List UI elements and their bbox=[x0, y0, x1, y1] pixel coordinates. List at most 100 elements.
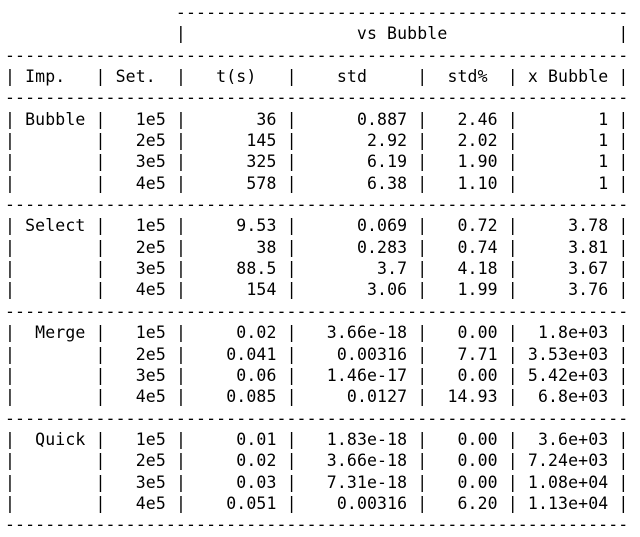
pipe-separator: | bbox=[286, 152, 297, 172]
cell-set: 2e5 bbox=[105, 131, 176, 151]
pipe-separator: | bbox=[618, 429, 629, 449]
pipe-separator: | bbox=[417, 109, 428, 129]
cell-xbubble: 1.8e+03 bbox=[517, 323, 619, 343]
cell-t: 0.041 bbox=[186, 344, 287, 364]
pipe-separator: | bbox=[417, 131, 428, 151]
pipe-separator: | bbox=[95, 131, 106, 151]
pipe-separator: | bbox=[5, 472, 16, 492]
cell-xbubble: 1.13e+04 bbox=[517, 493, 619, 513]
pipe-separator: | bbox=[618, 280, 629, 300]
cell-stdpct: 6.20 bbox=[427, 493, 508, 513]
cell-set: 3e5 bbox=[105, 152, 176, 172]
cell-imp bbox=[15, 152, 95, 171]
cell-std: 1.83e-18 bbox=[296, 429, 418, 449]
pipe-separator: | bbox=[507, 237, 518, 257]
pipe-separator: | bbox=[175, 472, 187, 492]
cell-imp bbox=[15, 366, 95, 385]
pipe-separator: | bbox=[286, 387, 297, 407]
table-row: | | 4e5 | 154 | 3.06 | 1.99 | 3.76 | bbox=[5, 279, 640, 300]
pipe-separator: | bbox=[417, 216, 428, 236]
pipe-separator: | bbox=[618, 24, 629, 44]
cell-stdpct: 0.72 bbox=[427, 216, 508, 236]
divider-row: ----------------------------------------… bbox=[5, 514, 640, 535]
pipe-separator: | bbox=[417, 280, 428, 300]
cell-xbubble: 1 bbox=[517, 131, 619, 151]
cell-stdpct: 1.99 bbox=[427, 280, 508, 300]
table-row: | Bubble | 1e5 | 36 | 0.887 | 2.46 | 1 | bbox=[5, 109, 640, 130]
cell-xbubble: 6.8e+03 bbox=[517, 387, 619, 407]
pipe-separator: | bbox=[175, 67, 187, 87]
pipe-separator: | bbox=[507, 344, 518, 364]
cell-xbubble: 1 bbox=[517, 152, 619, 172]
pipe-separator: | bbox=[507, 429, 518, 449]
pipe-separator: | bbox=[507, 451, 518, 471]
cell-set: 4e5 bbox=[105, 280, 176, 300]
cell-imp: Select bbox=[15, 216, 96, 236]
cell-std: 3.7 bbox=[296, 259, 418, 279]
cell-xbubble: 1 bbox=[517, 109, 619, 129]
span-header-row: | vs Bubble | bbox=[5, 23, 640, 44]
cell-std: 0.887 bbox=[296, 109, 418, 129]
pipe-separator: | bbox=[417, 387, 428, 407]
table-row: | | 4e5 | 0.051 | 0.00316 | 6.20 | 1.13e… bbox=[5, 493, 640, 514]
pipe-separator: | bbox=[507, 259, 518, 279]
pipe-separator: | bbox=[95, 451, 106, 471]
pipe-separator: | bbox=[95, 365, 106, 385]
pipe-separator: | bbox=[417, 472, 428, 492]
cell-t: 36 bbox=[186, 109, 287, 129]
pipe-separator: | bbox=[5, 131, 16, 151]
pipe-separator: | bbox=[507, 280, 518, 300]
pipe-separator: | bbox=[175, 493, 187, 513]
cell-set: 2e5 bbox=[105, 451, 176, 471]
cell-t: 325 bbox=[186, 152, 287, 172]
pipe-separator: | bbox=[618, 259, 629, 279]
pipe-separator: | bbox=[417, 237, 428, 257]
cell-xbubble: 5.42e+03 bbox=[517, 365, 619, 385]
cell-imp bbox=[15, 345, 95, 364]
pipe-separator: | bbox=[618, 173, 629, 193]
cell-imp bbox=[15, 387, 95, 406]
cell-xbubble: 3.78 bbox=[517, 216, 619, 236]
pipe-separator: | bbox=[618, 472, 629, 492]
cell-std: 6.19 bbox=[296, 152, 418, 172]
table-row: | | 3e5 | 88.5 | 3.7 | 4.18 | 3.67 | bbox=[5, 258, 640, 279]
pipe-separator: | bbox=[618, 365, 629, 385]
column-header-row: | Imp. | Set. | t(s) | std | std% | x Bu… bbox=[5, 66, 640, 87]
pipe-separator: | bbox=[95, 472, 106, 492]
pipe-separator: | bbox=[507, 472, 518, 492]
pipe-separator: | bbox=[175, 344, 187, 364]
cell-set: 2e5 bbox=[105, 344, 176, 364]
pipe-separator: | bbox=[618, 323, 629, 343]
cell-imp bbox=[15, 451, 95, 470]
pipe-separator: | bbox=[95, 216, 106, 236]
cell-stdpct: 1.90 bbox=[427, 152, 508, 172]
cell-xbubble: 7.24e+03 bbox=[517, 451, 619, 471]
pipe-separator: | bbox=[5, 365, 16, 385]
col-header-t: t(s) bbox=[186, 67, 287, 87]
cell-imp bbox=[15, 280, 95, 299]
cell-stdpct: 0.00 bbox=[427, 323, 508, 343]
divider-row: ----------------------------------------… bbox=[5, 45, 640, 66]
pipe-separator: | bbox=[618, 131, 629, 151]
table-row: | | 3e5 | 0.06 | 1.46e-17 | 0.00 | 5.42e… bbox=[5, 365, 640, 386]
table-row: | | 2e5 | 0.02 | 3.66e-18 | 0.00 | 7.24e… bbox=[5, 450, 640, 471]
cell-t: 0.01 bbox=[186, 429, 287, 449]
cell-t: 145 bbox=[186, 131, 287, 151]
cell-xbubble: 3.67 bbox=[517, 259, 619, 279]
pipe-separator: | bbox=[417, 429, 428, 449]
pipe-separator: | bbox=[175, 365, 187, 385]
table-row: | Quick | 1e5 | 0.01 | 1.83e-18 | 0.00 |… bbox=[5, 429, 640, 450]
pipe-separator: | bbox=[5, 493, 16, 513]
table-row: | Merge | 1e5 | 0.02 | 3.66e-18 | 0.00 |… bbox=[5, 322, 640, 343]
pipe-separator: | bbox=[95, 280, 106, 300]
cell-imp: Merge bbox=[15, 323, 96, 343]
dashed-rule: ----------------------------------------… bbox=[5, 195, 629, 215]
pipe-separator: | bbox=[5, 109, 16, 129]
divider-row: ----------------------------------------… bbox=[5, 87, 640, 108]
cell-std: 0.0127 bbox=[296, 387, 418, 407]
pipe-separator: | bbox=[175, 429, 187, 449]
cell-xbubble: 3.76 bbox=[517, 280, 619, 300]
cell-set: 1e5 bbox=[105, 429, 176, 449]
